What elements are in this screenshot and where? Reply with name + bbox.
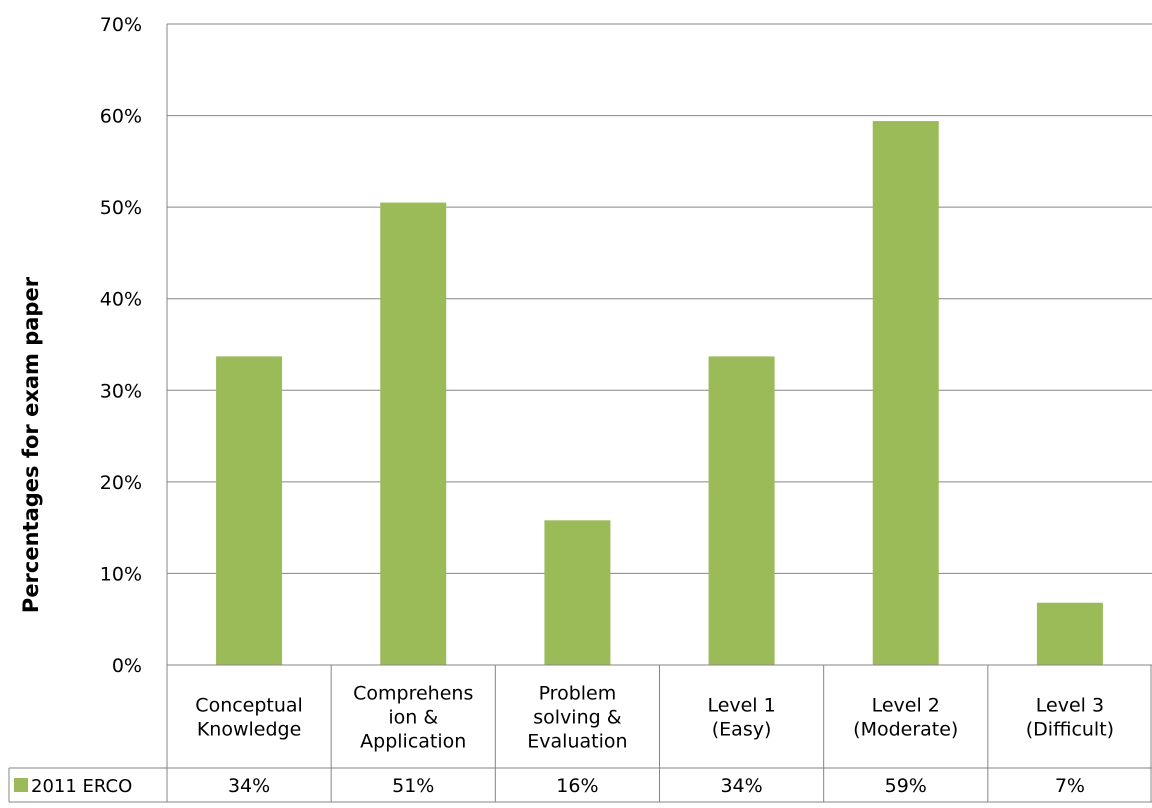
bar [1036, 602, 1103, 665]
data-label: 16% [556, 775, 598, 797]
bars [216, 121, 1103, 666]
data-table: Conceptual Knowledge Comprehens ion & Applic… [8, 665, 1152, 803]
bar [216, 356, 283, 665]
gridlines [167, 23, 1152, 574]
data-label: 34% [720, 775, 762, 797]
data-label: 7% [1055, 775, 1085, 797]
y-tick-label: 50% [100, 197, 142, 219]
x-tick-label: Comprehens ion & Application [353, 683, 473, 753]
y-tick-label: 60% [100, 106, 142, 128]
x-tick-label: Level 1 (Easy) [707, 695, 775, 741]
legend-swatch [14, 778, 28, 792]
data-label: 51% [392, 775, 434, 797]
y-tick-label: 70% [100, 14, 142, 36]
data-label: 59% [885, 775, 927, 797]
y-axis-label: Percentages for exam paper [19, 276, 43, 613]
x-tick-label: Level 2 (Moderate) [853, 695, 958, 741]
bar [708, 356, 775, 665]
y-tick-label: 20% [100, 472, 142, 494]
y-axis-tick-labels: 0% 10% 20% 30% 40% 50% 60% 70% [100, 14, 142, 677]
y-tick-label: 40% [100, 289, 142, 311]
legend-label: 2011 ERCO [31, 776, 132, 797]
y-tick-label: 10% [100, 563, 142, 585]
bar [544, 520, 611, 665]
x-tick-label: Conceptual Knowledge [195, 695, 303, 741]
bar [380, 202, 447, 666]
y-tick-label: 30% [100, 380, 142, 402]
y-tick-label: 0% [112, 655, 142, 677]
axes [166, 24, 1152, 666]
data-label: 34% [228, 775, 270, 797]
bar [872, 121, 939, 665]
x-tick-label: Problem solving & Evaluation [527, 683, 627, 753]
x-tick-label: Level 3 (Difficult) [1026, 695, 1114, 741]
